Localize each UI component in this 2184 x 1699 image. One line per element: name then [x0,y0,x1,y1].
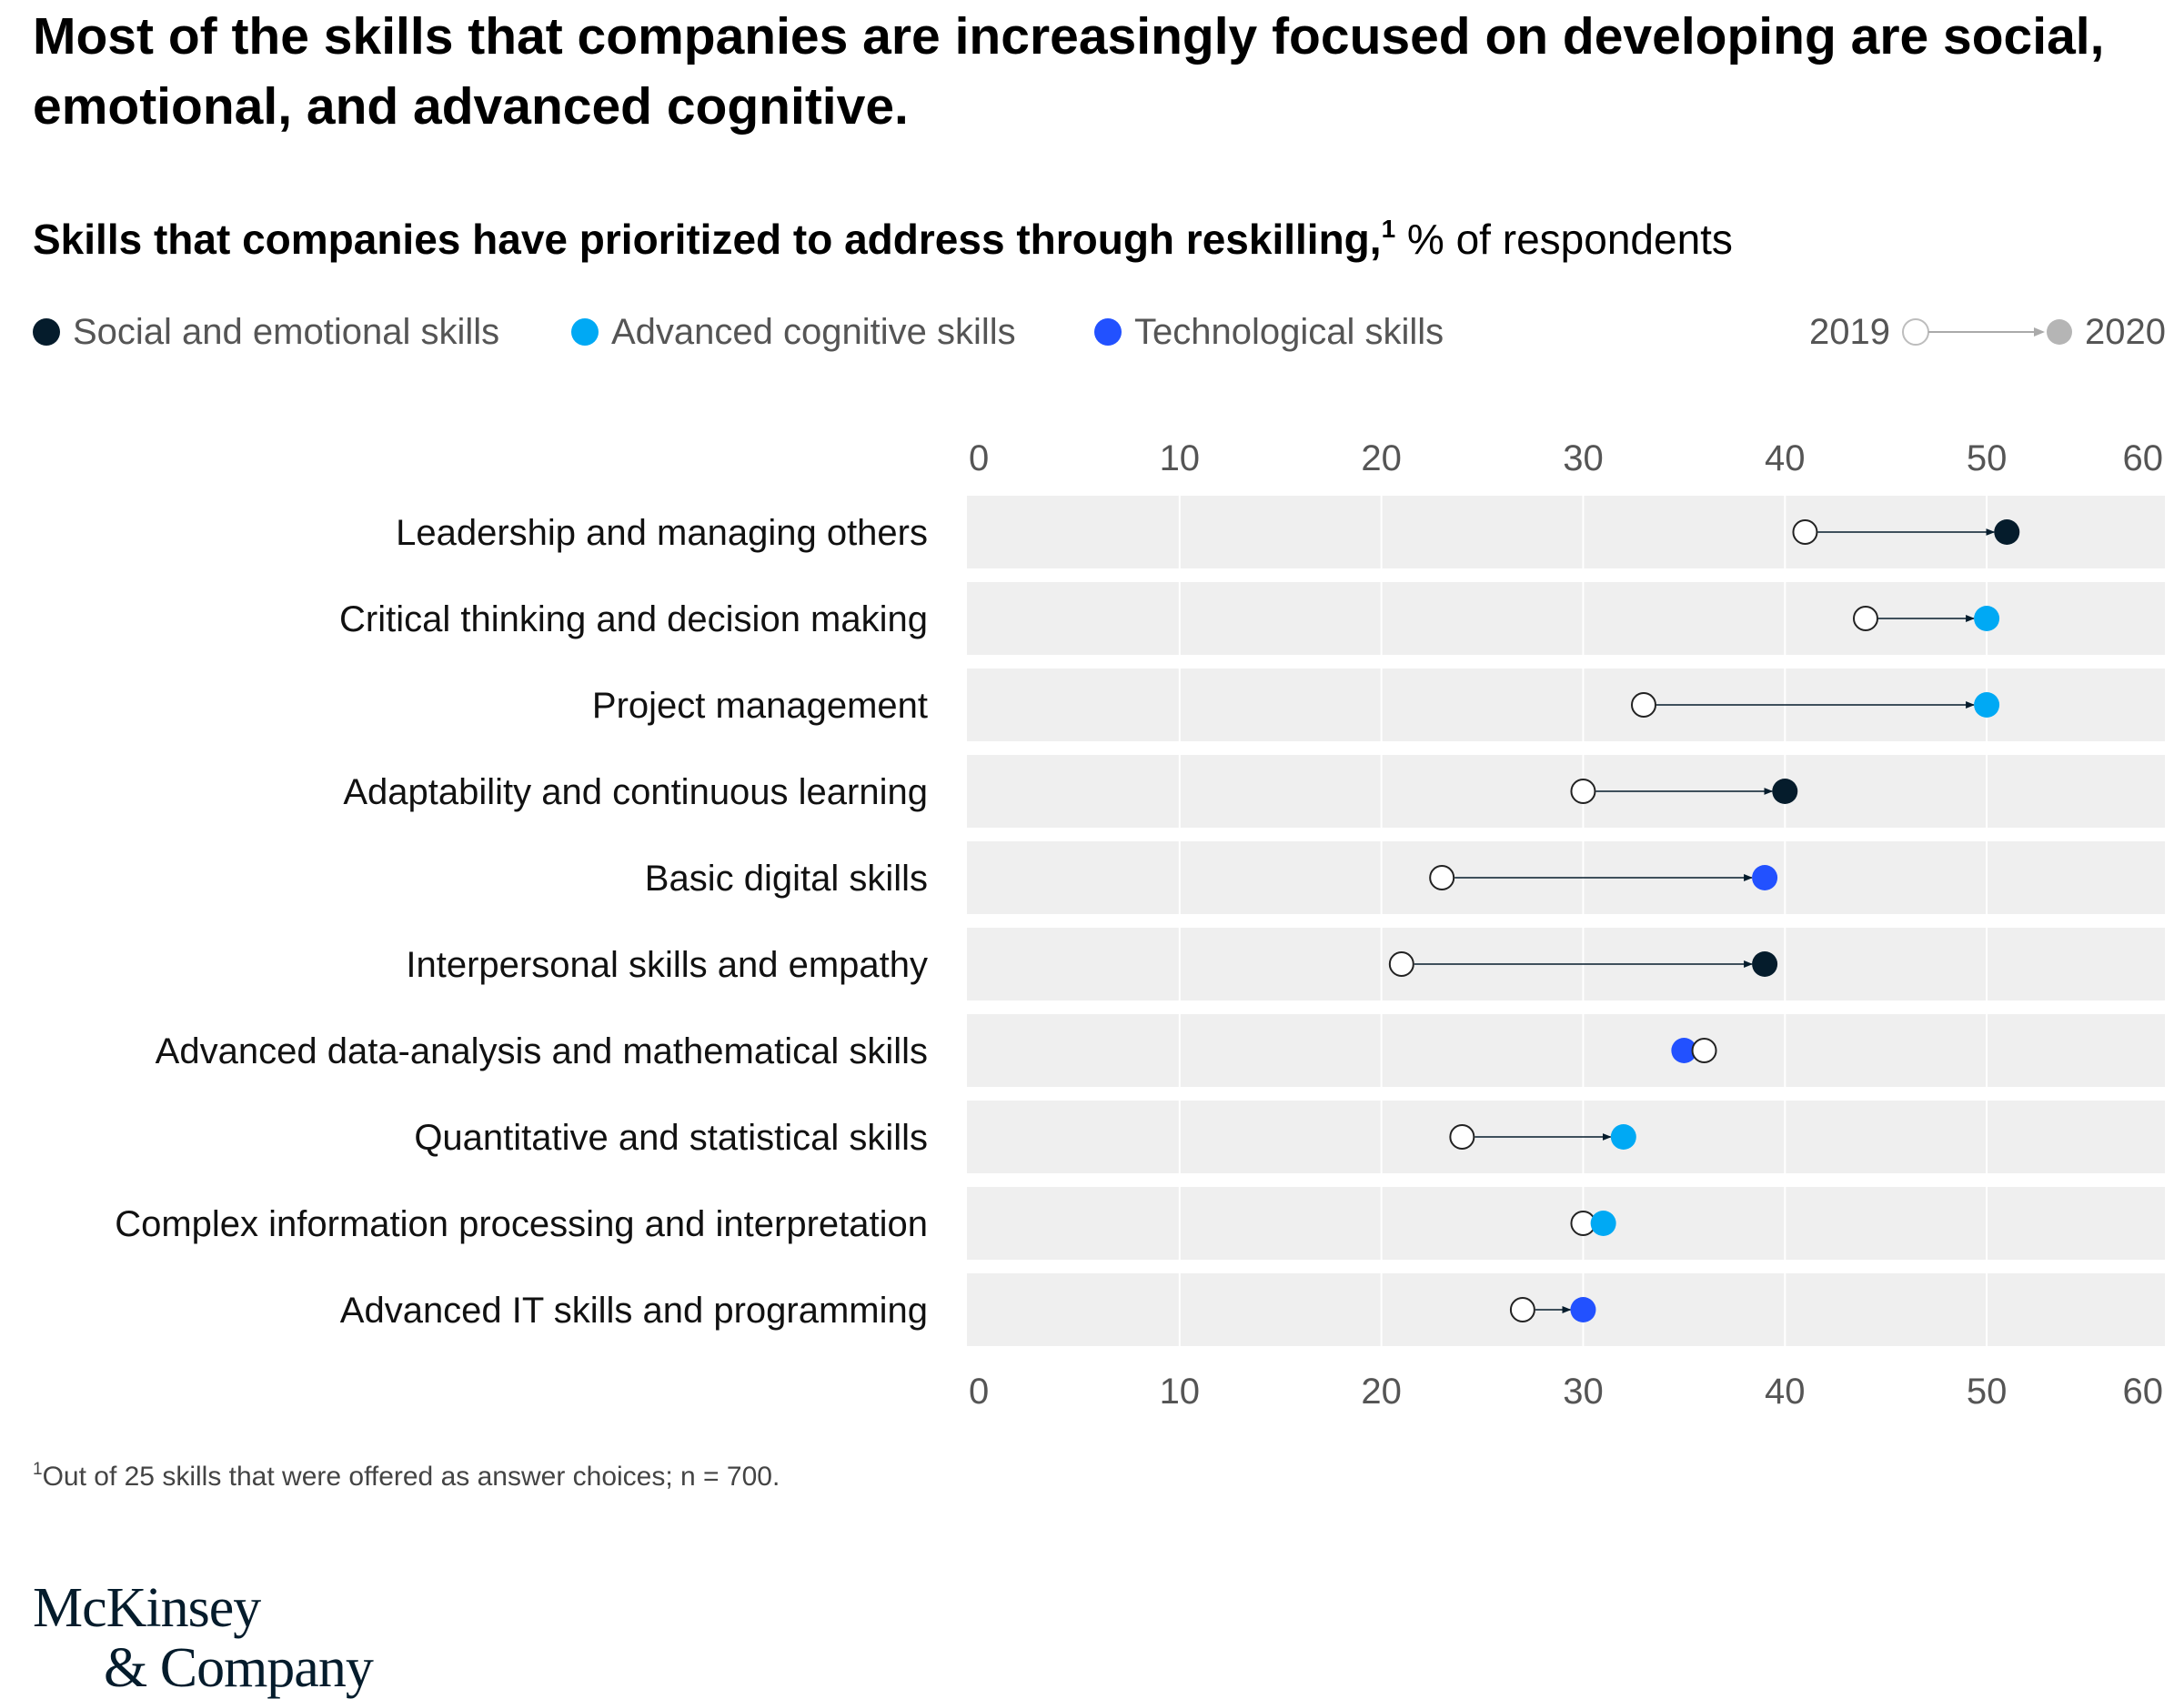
row-label: Basic digital skills [645,859,928,899]
legend-dot-social-emotional [33,318,60,346]
marker-2019 [1853,606,1878,631]
legend-label-social-emotional: Social and emotional skills [73,311,500,352]
marker-2019 [1509,1297,1535,1322]
legend-label-technological: Technological skills [1134,311,1444,352]
marker-2020 [1752,865,1778,890]
x-tick-label-bottom: 20 [1361,1372,1402,1412]
x-tick-label-bottom: 10 [1160,1372,1201,1412]
logo-line-1: McKinsey [33,1577,261,1639]
marker-2019 [1570,779,1596,804]
row-label: Critical thinking and decision making [339,599,928,639]
row-background [967,755,2165,828]
x-tick-label-bottom: 40 [1765,1372,1806,1412]
legend-year-to: 2020 [2085,311,2166,352]
marker-2019 [1631,692,1656,718]
x-tick-label-bottom: 0 [969,1372,989,1412]
marker-2020 [1610,1124,1636,1150]
marker-2020 [1974,692,2000,718]
marker-2020 [1772,779,1798,804]
row-label: Leadership and managing others [396,513,928,553]
marker-2019 [1449,1124,1475,1150]
row-label: Advanced IT skills and programming [340,1291,928,1331]
subtitle-bold: Skills that companies have prioritized t… [33,216,1382,263]
subtitle-unit: % of respondents [1395,216,1733,263]
x-tick-label-top: 0 [969,438,989,478]
footnote-marker: 1 [33,1460,43,1479]
x-tick-label-bottom: 30 [1563,1372,1604,1412]
legend-technological: Technological skills [1094,305,1444,359]
footnote: 1Out of 25 skills that were offered as a… [33,1460,780,1493]
marker-2019 [1691,1038,1717,1063]
row-background [967,1014,2165,1087]
marker-2019 [1792,519,1818,545]
marker-2020 [1590,1211,1616,1236]
marker-2020 [1752,951,1778,977]
legend-label-advanced-cognitive: Advanced cognitive skills [611,311,1016,352]
marker-2020 [1570,1297,1596,1322]
legend-year-from: 2019 [1809,311,1891,352]
row-label: Project management [592,686,928,726]
legend-years: 2019 2020 [1809,305,2166,359]
marker-2020 [1994,519,2020,545]
row-label: Adaptability and continuous learning [343,772,928,812]
legend-year-arrow-icon [1902,318,2073,346]
legend-social-emotional: Social and emotional skills [33,305,499,359]
x-tick-label-top: 40 [1765,438,1806,478]
footnote-text: Out of 25 skills that were offered as an… [42,1462,780,1492]
marker-2019 [1388,951,1414,977]
row-label: Interpersonal skills and empathy [406,945,928,985]
x-tick-label-top: 60 [2123,438,2164,478]
x-tick-label-top: 10 [1160,438,1201,478]
row-label: Complex information processing and inter… [115,1204,928,1244]
mckinsey-logo: McKinsey & Company [33,1577,374,1699]
marker-2019 [1429,865,1455,890]
x-tick-label-top: 30 [1563,438,1604,478]
marker-2020 [1974,606,2000,631]
x-tick-label-top: 50 [1967,438,2008,478]
x-tick-label-bottom: 60 [2123,1372,2164,1412]
logo-line-2: & Company [104,1637,374,1699]
chart-subtitle: Skills that companies have prioritized t… [33,202,1733,266]
x-tick-label-top: 20 [1361,438,1402,478]
chart-title: Most of the skills that companies are in… [33,7,2105,136]
row-background [967,1187,2165,1260]
dumbbell-chart: 0 0 10 10 20 20 30 30 40 40 50 50 60 60 Leadership and… [115,438,2165,1412]
row-label: Advanced data-analysis and mathematical … [156,1031,928,1071]
marker-2020 [1671,1038,1697,1063]
legend-dot-advanced-cognitive [571,318,599,346]
subtitle-footnote-marker: 1 [1381,215,1396,243]
legend-dot-technological [1094,318,1122,346]
row-label: Quantitative and statistical skills [414,1118,928,1158]
legend-advanced-cognitive: Advanced cognitive skills [571,305,1016,359]
x-tick-label-bottom: 50 [1967,1372,2008,1412]
